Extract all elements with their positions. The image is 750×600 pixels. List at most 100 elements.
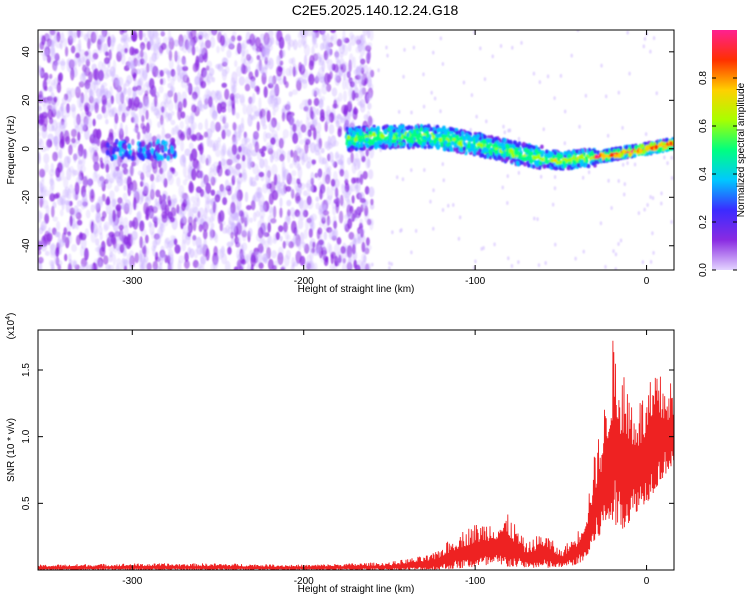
spectrogram-noise-cell [151,135,157,143]
spectrogram-noise-cell [249,217,253,223]
spectrogram-noise-cell [94,202,99,210]
spectrogram-noise-cell [77,38,82,52]
spectrogram-noise-cell [324,174,331,185]
spectrogram-x-tick-label: -300 [122,276,142,287]
spectrogram-ridge-cell [430,142,435,147]
spectrogram-ridge-cell [669,141,673,146]
spectrogram-ridge-cell [413,132,418,137]
spectrogram-noise-cell [255,174,260,181]
spectrogram-noise-cell [237,218,243,231]
spectrogram-noise-cell [280,266,286,270]
spectrogram-ridge-cell [365,144,370,149]
spectrogram-noise-cell [140,194,144,203]
spectrogram-noise-cell [287,114,294,123]
spectrogram-noise-cell [140,263,144,270]
spectrogram-ridge-cell [551,154,556,160]
spectrogram-noise-cell [626,30,629,35]
spectrogram-ridge-cell [409,135,414,141]
spectrogram-ridge-cell [397,133,402,138]
spectrogram-noise-cell [147,162,153,172]
spectrogram-noise-cell [399,228,402,233]
spectrogram-noise-cell [160,30,165,36]
spectrogram-noise-cell [199,188,205,198]
spectrogram-noise-cell [319,76,326,84]
spectrogram-noise-cell [315,122,322,134]
spectrogram-noise-cell [357,42,361,49]
spectrogram-noise-cell [288,91,293,97]
spectrogram-noise-cell [264,63,269,71]
spectrogram-noise-cell [296,178,301,185]
spectrogram-ridge-cell [451,140,455,146]
spectrogram-noise-cell [188,142,194,150]
spectrogram-noise-cell [162,193,167,201]
spectrogram-noise-cell [333,99,338,109]
spectrogram-noise-cell [136,131,141,141]
spectrogram-noise-cell [290,187,294,194]
spectrogram-noise-cell [94,101,99,114]
spectrogram-noise-cell [316,169,322,181]
spectrogram-cluster-cell [123,143,128,150]
spectrogram-ridge-cell [467,136,471,142]
spectrogram-noise-cell [50,179,55,191]
spectrogram-cluster-cell [166,155,171,162]
spectrogram-noise-cell [349,183,356,192]
spectrogram-ridge-cell [586,163,591,169]
spectrogram-noise-cell [544,261,547,266]
spectrogram-noise-cell [222,142,227,156]
spectrogram-noise-cell [64,46,69,57]
spectrogram-noise-cell [185,125,191,137]
spectrogram-ridge-cell [633,153,637,158]
spectrogram-ridge-cell [464,132,469,138]
spectrogram-noise-cell [290,149,294,158]
spectrogram-noise-cell [642,44,646,49]
spectrogram-noise-cell [96,113,103,120]
spectrogram-ridge-cell [419,127,424,132]
spectrogram-noise-cell [44,48,50,56]
spectrogram-ridge-cell [365,137,369,142]
spectrogram-noise-cell [264,44,271,56]
spectrogram-noise-cell [75,52,81,59]
spectrogram-noise-cell [216,102,222,114]
spectrogram-noise-cell [369,203,375,210]
spectrogram-noise-cell [649,49,652,54]
spectrogram-noise-cell [335,52,340,64]
spectrogram-noise-cell [391,230,394,235]
spectrogram-noise-cell [121,112,126,123]
spectrogram-ridge-cell [563,150,568,156]
spectrogram-noise-cell [44,213,50,224]
spectrogram-ridge-cell [440,142,444,148]
spectrogram-ridge-cell [426,137,431,142]
spectrogram-noise-cell [237,145,242,153]
spectrogram-ridge-cell [429,127,434,132]
spectrogram-ridge-cell [509,159,514,164]
spectrogram-noise-cell [339,168,345,177]
spectrogram-noise-cell [160,171,166,184]
spectrogram-noise-cell [159,101,166,113]
spectrogram-cluster-cell [136,152,141,159]
spectrogram-ridge-cell [529,151,534,156]
spectrogram-noise-cell [235,112,240,120]
spectrogram-noise-cell [105,90,112,100]
spectrogram-noise-cell [365,156,371,169]
spectrogram-noise-cell [133,96,140,108]
spectrogram-ridge-cell [381,125,386,131]
spectrogram-noise-cell [150,101,155,113]
spectrogram-noise-cell [115,91,122,105]
spectrogram-ridge-cell [522,141,526,147]
spectrogram-noise-cell [246,263,251,270]
spectrogram-noise-cell [291,57,296,66]
spectrogram-noise-cell [252,92,256,104]
spectrogram-noise-cell [236,198,242,211]
spectrogram-noise-cell [236,176,243,185]
spectrogram-noise-cell [108,128,114,138]
spectrogram-noise-cell [352,107,359,115]
spectrogram-noise-cell [46,55,52,64]
spectrogram-noise-cell [322,210,330,216]
spectrogram-noise-cell [537,263,541,268]
spectrogram-noise-cell [321,83,328,95]
spectrogram-noise-cell [300,124,307,133]
spectrogram-noise-cell [170,235,176,242]
spectrogram-noise-cell [45,139,50,151]
spectrogram-ridge-cell [532,145,536,150]
spectrogram-ridge-cell [393,142,398,148]
